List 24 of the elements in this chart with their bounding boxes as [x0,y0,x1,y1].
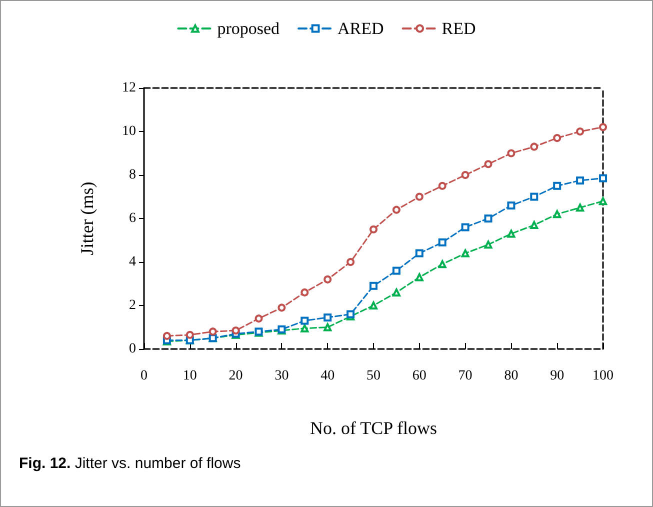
x-tick-label: 20 [228,368,243,384]
y-tick-label: 8 [129,168,136,182]
x-tick-label: 30 [274,368,289,384]
y-tick-label: 2 [129,298,136,313]
x-tick-label: 40 [320,368,335,384]
x-tick-label: 10 [182,368,197,384]
caption: Fig. 12. Jitter vs. number of flows [19,455,241,472]
legend-label: RED [442,19,476,38]
x-tick-label: 80 [504,368,518,384]
y-tick-label: 0 [129,342,136,356]
y-tick-label: 6 [129,211,136,226]
legend-label: ARED [338,19,384,38]
y-tick-label: 10 [122,124,136,139]
x-tick-label: 0 [140,368,148,384]
x-tick-label: 90 [550,368,564,384]
legend-label: proposed [217,19,280,38]
x-tick-label: 100 [592,368,614,384]
y-tick-label: 4 [129,254,136,270]
x-tick-label: 70 [458,368,472,384]
x-tick-label: 60 [412,368,426,384]
x-axis-title: No. of TCP flows [310,418,438,438]
x-tick-label: 50 [366,368,380,384]
y-axis-title: Jitter (ms) [77,182,97,256]
y-tick-label: 12 [122,80,136,96]
